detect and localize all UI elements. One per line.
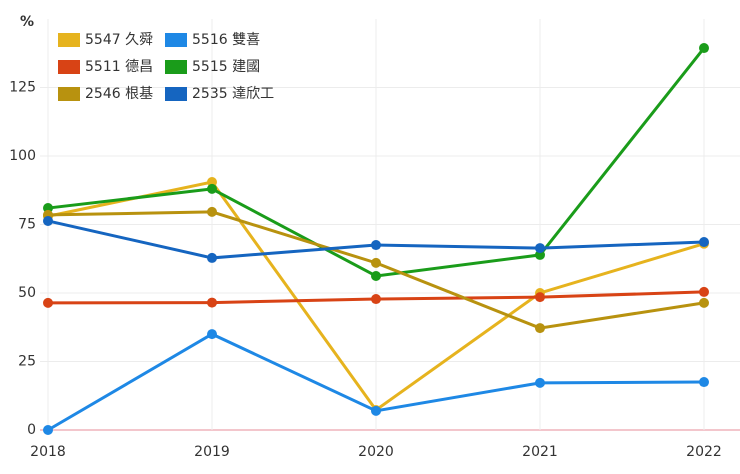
data-point: [43, 297, 53, 308]
data-point: [207, 252, 217, 263]
data-point: [535, 292, 545, 303]
data-point: [207, 297, 217, 308]
x-tick-label: 2022: [686, 444, 722, 460]
data-point: [43, 203, 53, 214]
legend-swatch: [58, 87, 80, 101]
data-point: [207, 206, 217, 217]
data-point: [535, 243, 545, 254]
data-point: [371, 294, 381, 305]
data-point: [699, 286, 709, 297]
data-point: [699, 237, 709, 248]
y-tick-label: 0: [27, 422, 36, 438]
y-tick-label: 125: [9, 80, 36, 96]
legend-swatch: [165, 87, 187, 101]
legend-label: 2546 根基: [85, 85, 153, 102]
data-point: [371, 240, 381, 251]
legend-swatch: [165, 33, 187, 47]
data-point: [699, 297, 709, 308]
data-point: [207, 329, 217, 340]
data-point: [371, 271, 381, 282]
legend-label: 5515 建國: [192, 59, 260, 75]
x-tick-label: 2019: [194, 444, 230, 460]
legend-label: 5516 雙喜: [192, 32, 260, 48]
legend-label: 2535 達欣工: [192, 86, 274, 102]
legend-label: 5511 德昌: [85, 59, 153, 75]
data-point: [207, 177, 217, 188]
data-point: [207, 183, 217, 194]
data-point: [535, 249, 545, 260]
x-tick-label: 2020: [358, 444, 394, 460]
legend-label: 5547 久舜: [85, 32, 153, 48]
y-axis-label: %: [20, 14, 34, 30]
data-point: [43, 425, 53, 435]
legend-swatch: [58, 60, 80, 74]
x-tick-label: 2018: [30, 444, 66, 460]
data-point: [535, 323, 545, 334]
data-point: [699, 43, 709, 54]
y-tick-label: 25: [18, 354, 36, 370]
y-tick-label: 75: [18, 217, 36, 233]
data-point: [699, 377, 709, 388]
data-point: [371, 405, 381, 416]
data-point: [535, 377, 545, 388]
legend-swatch: [165, 60, 187, 74]
y-tick-label: 100: [9, 148, 36, 164]
data-point: [371, 257, 381, 268]
x-tick-label: 2021: [522, 444, 558, 460]
y-tick-label: 50: [18, 285, 36, 301]
legend-swatch: [58, 33, 80, 47]
data-point: [43, 215, 53, 226]
